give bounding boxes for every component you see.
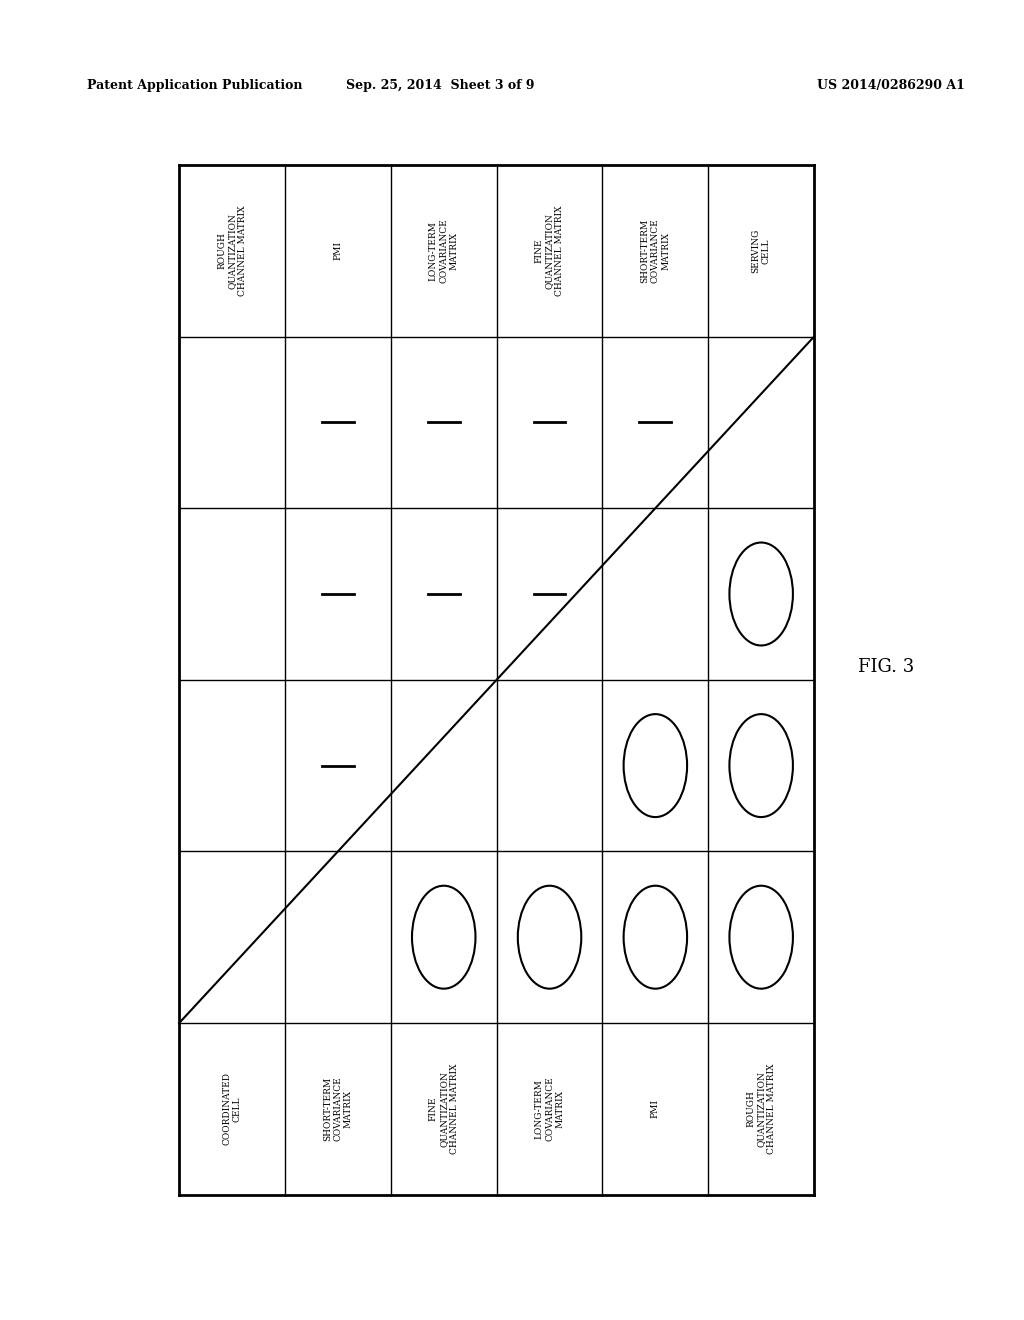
Text: LONG-TERM
COVARIANCE
MATRIX: LONG-TERM COVARIANCE MATRIX — [535, 1076, 564, 1142]
Text: SERVING
CELL: SERVING CELL — [752, 228, 771, 273]
Text: COORDINATED
CELL: COORDINATED CELL — [222, 1072, 242, 1146]
Text: ROUGH
QUANTIZATION
CHANNEL MATRIX: ROUGH QUANTIZATION CHANNEL MATRIX — [746, 1064, 776, 1154]
Text: US 2014/0286290 A1: US 2014/0286290 A1 — [817, 79, 965, 92]
Text: ROUGH
QUANTIZATION
CHANNEL MATRIX: ROUGH QUANTIZATION CHANNEL MATRIX — [217, 206, 247, 296]
Text: SHORT-TERM
COVARIANCE
MATRIX: SHORT-TERM COVARIANCE MATRIX — [323, 1076, 353, 1142]
Text: Patent Application Publication: Patent Application Publication — [87, 79, 302, 92]
Text: FINE
QUANTIZATION
CHANNEL MATRIX: FINE QUANTIZATION CHANNEL MATRIX — [535, 206, 564, 296]
Text: Sep. 25, 2014  Sheet 3 of 9: Sep. 25, 2014 Sheet 3 of 9 — [346, 79, 535, 92]
Text: LONG-TERM
COVARIANCE
MATRIX: LONG-TERM COVARIANCE MATRIX — [429, 218, 459, 284]
Text: FIG. 3: FIG. 3 — [858, 657, 913, 676]
Text: FINE
QUANTIZATION
CHANNEL MATRIX: FINE QUANTIZATION CHANNEL MATRIX — [429, 1064, 459, 1154]
Text: PMI: PMI — [651, 1100, 659, 1118]
Text: PMI: PMI — [334, 242, 342, 260]
Text: SHORT-TERM
COVARIANCE
MATRIX: SHORT-TERM COVARIANCE MATRIX — [640, 218, 671, 284]
